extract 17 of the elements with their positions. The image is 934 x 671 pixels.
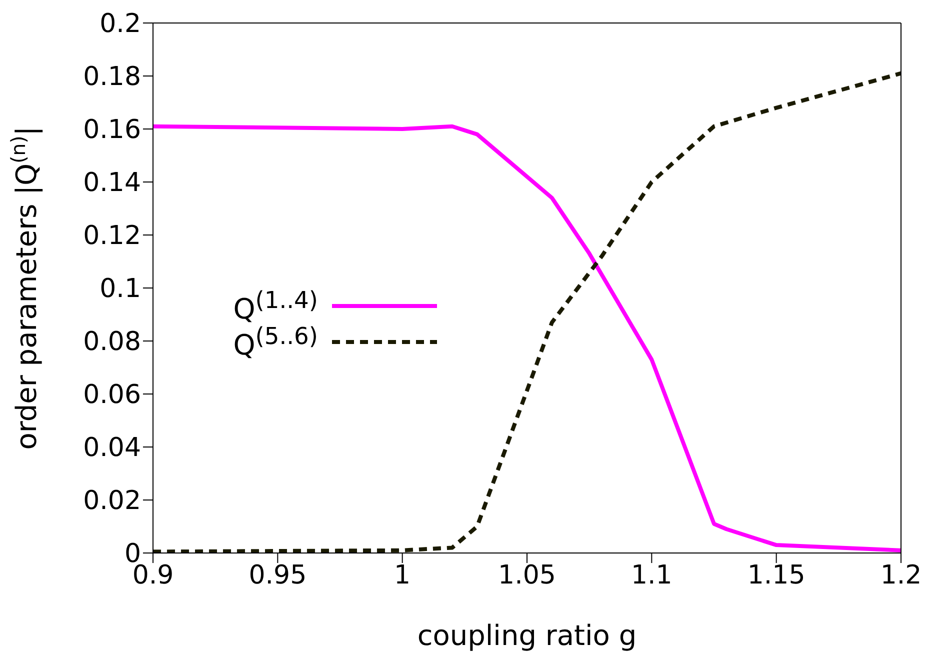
x-tick-label: 1.05 xyxy=(498,560,556,590)
y-tick-label: 0.08 xyxy=(83,327,141,358)
y-tick-label: 0.04 xyxy=(83,433,141,464)
y-tick-label: 0.16 xyxy=(83,115,141,146)
y-tick-label: 0.1 xyxy=(100,274,141,304)
y-tick-label: 0.18 xyxy=(83,62,141,92)
x-tick-label: 1.15 xyxy=(747,560,806,590)
x-axis-title: coupling ratio g xyxy=(417,619,637,652)
y-tick-label: 0.14 xyxy=(83,168,141,198)
x-tick-label: 1 xyxy=(394,560,411,590)
x-tick-label: 1.1 xyxy=(630,560,672,590)
x-tick-label: 1.2 xyxy=(880,560,922,590)
y-tick-label: 0.12 xyxy=(83,221,141,252)
x-tick-label: 0.95 xyxy=(248,560,307,590)
y-tick-label: 0.2 xyxy=(100,9,141,40)
y-tick-label: 0.06 xyxy=(83,380,141,410)
y-tick-label: 0.02 xyxy=(83,486,141,516)
